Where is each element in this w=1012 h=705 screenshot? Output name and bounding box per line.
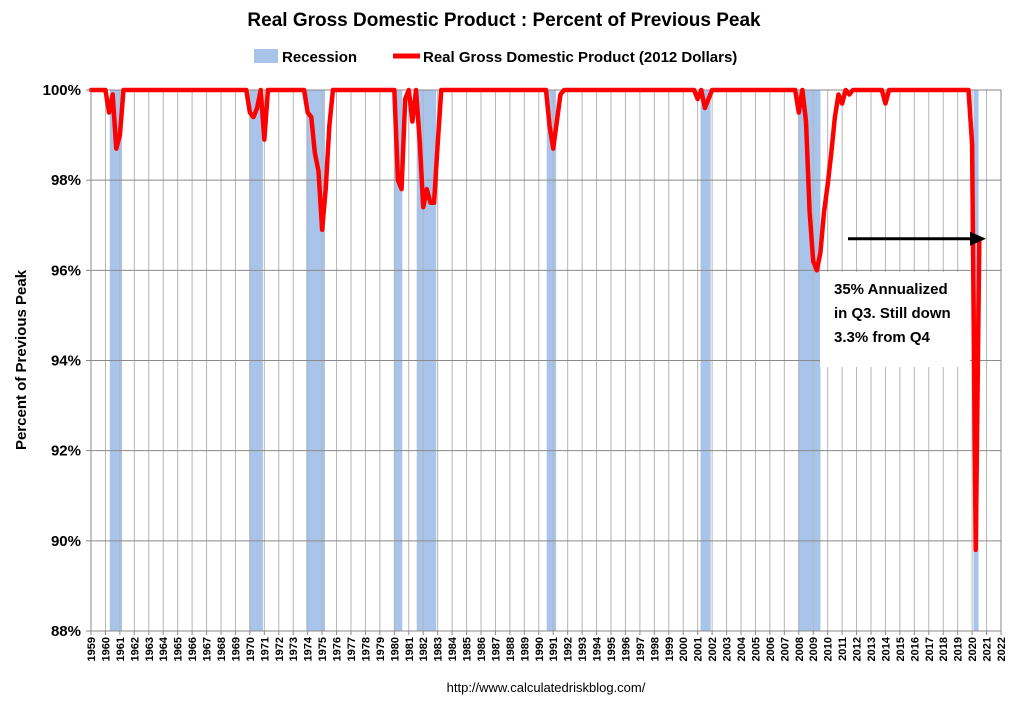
x-tick-label-1986: 1986 <box>476 637 488 661</box>
y-tick-label-4: 92% <box>51 443 81 460</box>
x-tick-label-1989: 1989 <box>519 637 531 661</box>
x-tick-label-1959: 1959 <box>86 637 98 661</box>
x-tick-label-1999: 1999 <box>664 637 676 661</box>
x-tick-label-1979: 1979 <box>375 637 387 661</box>
annotation-box <box>820 272 970 367</box>
x-tick-label-1962: 1962 <box>129 637 141 661</box>
x-tick-label-2006: 2006 <box>765 637 777 661</box>
y-tick-label-2: 96% <box>51 262 81 279</box>
x-tick-label-2003: 2003 <box>722 637 734 661</box>
x-tick-label-2018: 2018 <box>938 637 950 661</box>
x-tick-label-2014: 2014 <box>880 636 892 661</box>
x-tick-label-1997: 1997 <box>635 637 647 661</box>
x-tick-label-2005: 2005 <box>750 637 762 661</box>
x-tick-label-2010: 2010 <box>823 637 835 661</box>
x-tick-label-2022: 2022 <box>996 637 1008 661</box>
x-tick-label-1984: 1984 <box>447 636 459 661</box>
x-tick-label-2007: 2007 <box>779 637 791 661</box>
x-tick-label-1985: 1985 <box>462 637 474 661</box>
x-tick-label-1970: 1970 <box>245 637 257 661</box>
y-tick-label-5: 90% <box>51 533 81 550</box>
x-tick-label-1983: 1983 <box>433 637 445 661</box>
x-tick-label-1996: 1996 <box>620 637 632 661</box>
x-tick-label-1960: 1960 <box>100 637 112 661</box>
chart-title: Real Gross Domestic Product : Percent of… <box>247 10 761 31</box>
x-tick-label-1964: 1964 <box>158 636 170 661</box>
annotation: 35% Annualized in Q3. Still down 3.3% fr… <box>820 231 986 367</box>
x-tick-label-2021: 2021 <box>982 637 994 661</box>
x-tick-label-1974: 1974 <box>303 636 315 661</box>
x-tick-label-1965: 1965 <box>173 637 185 661</box>
x-tick-label-1982: 1982 <box>418 637 430 661</box>
y-axis-label: Percent of Previous Peak <box>13 269 30 450</box>
y-tick-label-1: 98% <box>51 172 81 189</box>
x-tick-label-1991: 1991 <box>548 637 560 661</box>
x-axis-ticks: 1959 1960 1961 1962 1963 1964 1965 1966 1967 1968… <box>86 631 1008 661</box>
source-label: http://www.calculatedriskblog.com/ <box>447 680 646 695</box>
x-tick-label-1980: 1980 <box>389 637 401 661</box>
x-tick-label-2012: 2012 <box>852 637 864 661</box>
x-tick-label-2019: 2019 <box>953 637 965 661</box>
y-axis-ticks: 100% 98% 96% 94% 92% 90% 88% <box>43 82 91 640</box>
legend-gdp-label: Real Gross Domestic Product (2012 Dollar… <box>423 49 737 66</box>
x-tick-label-2001: 2001 <box>693 637 705 661</box>
x-tick-label-1961: 1961 <box>115 637 127 661</box>
y-tick-label-6: 88% <box>51 623 81 640</box>
x-tick-label-2016: 2016 <box>909 637 921 661</box>
x-tick-label-1977: 1977 <box>346 637 358 661</box>
y-tick-label-3: 94% <box>51 353 81 370</box>
x-tick-label-1998: 1998 <box>649 637 661 661</box>
gdp-series <box>88 87 982 553</box>
x-tick-label-1995: 1995 <box>606 637 618 661</box>
x-tick-label-1971: 1971 <box>259 637 271 661</box>
x-tick-label-1992: 1992 <box>563 637 575 661</box>
x-tick-label-1993: 1993 <box>577 637 589 661</box>
x-tick-label-2000: 2000 <box>678 637 690 661</box>
x-tick-label-1975: 1975 <box>317 637 329 661</box>
annotation-line-1: 35% Annualized <box>834 281 948 298</box>
annotation-line-2: in Q3. Still down <box>834 305 951 322</box>
annotation-arrow-head <box>970 231 986 246</box>
x-tick-label-1969: 1969 <box>230 637 242 661</box>
legend-recession-label: Recession <box>282 49 357 66</box>
x-tick-label-2008: 2008 <box>794 637 806 661</box>
x-tick-label-1987: 1987 <box>490 637 502 661</box>
x-tick-label-1978: 1978 <box>360 637 372 661</box>
x-tick-label-1988: 1988 <box>505 637 517 661</box>
x-tick-label-2009: 2009 <box>808 637 820 661</box>
x-tick-label-1966: 1966 <box>187 637 199 661</box>
x-tick-label-2015: 2015 <box>895 637 907 661</box>
x-tick-label-1972: 1972 <box>274 637 286 661</box>
x-tick-label-2011: 2011 <box>837 637 849 661</box>
x-tick-label-1967: 1967 <box>202 637 214 661</box>
annotation-line-3: 3.3% from Q4 <box>834 329 931 346</box>
y-tick-label-0: 100% <box>43 82 81 99</box>
x-tick-label-1968: 1968 <box>216 637 228 661</box>
x-tick-label-1963: 1963 <box>144 637 156 661</box>
x-tick-label-2020: 2020 <box>967 637 979 661</box>
legend: Recession Real Gross Domestic Product (2… <box>254 49 737 66</box>
x-tick-label-2002: 2002 <box>707 637 719 661</box>
x-tick-label-2013: 2013 <box>866 637 878 661</box>
x-tick-label-2017: 2017 <box>924 637 936 661</box>
x-tick-label-1973: 1973 <box>288 637 300 661</box>
x-tick-label-1990: 1990 <box>534 637 546 661</box>
series-line-0 <box>88 87 982 553</box>
x-tick-label-1976: 1976 <box>332 637 344 661</box>
x-tick-label-1994: 1994 <box>592 636 604 661</box>
legend-recession-swatch <box>254 49 278 63</box>
x-tick-label-1981: 1981 <box>404 637 416 661</box>
x-tick-label-2004: 2004 <box>736 636 748 661</box>
